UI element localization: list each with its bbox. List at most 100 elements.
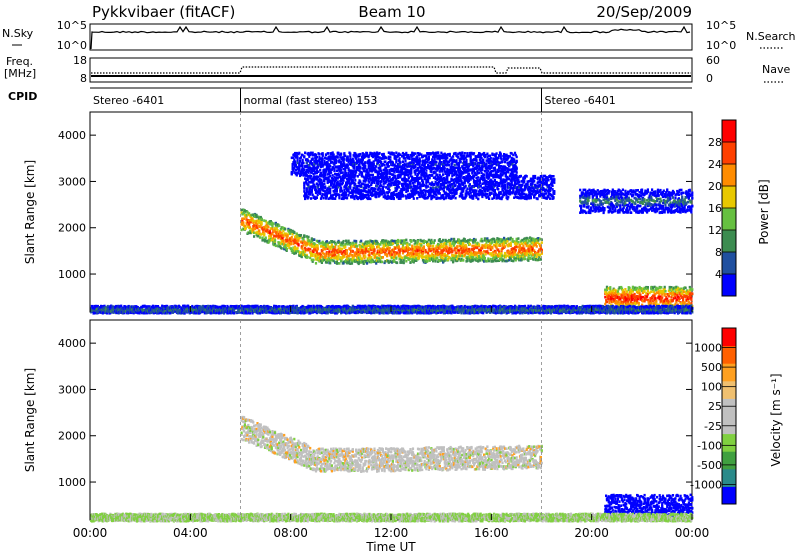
nave-tick-top: 60 — [706, 54, 720, 67]
data-cell — [475, 189, 478, 192]
data-cell — [331, 174, 334, 177]
data-cell — [474, 246, 477, 249]
data-cell — [421, 252, 425, 255]
data-cell — [319, 252, 322, 255]
data-cell — [380, 169, 383, 173]
data-cell — [416, 252, 419, 255]
data-cell — [290, 171, 293, 175]
data-cell — [340, 259, 343, 262]
data-cell — [360, 249, 364, 252]
data-cell — [262, 238, 265, 242]
data-cell — [268, 231, 272, 234]
data-cell — [336, 156, 339, 159]
data-cell — [416, 197, 419, 200]
data-cell — [251, 230, 254, 233]
data-cell — [278, 224, 281, 228]
data-cell — [245, 215, 248, 218]
data-cell — [547, 178, 550, 182]
data-cell — [298, 151, 301, 155]
data-cell — [367, 250, 370, 253]
data-cell — [411, 250, 415, 254]
data-cell — [455, 251, 458, 255]
data-cell — [325, 240, 328, 243]
data-cell — [432, 241, 435, 245]
data-cell — [343, 253, 346, 257]
data-cell — [303, 185, 306, 188]
data-cell — [461, 244, 464, 248]
data-cell — [312, 250, 315, 253]
data-cell — [454, 248, 457, 252]
data-cell — [249, 215, 252, 219]
data-cell — [421, 248, 425, 252]
data-cell — [268, 222, 272, 226]
data-cell — [437, 250, 440, 254]
data-cell — [339, 256, 342, 259]
data-cell — [444, 257, 447, 260]
data-cell — [498, 244, 502, 247]
data-cell — [331, 254, 334, 257]
data-cell — [365, 247, 368, 250]
data-cell — [519, 174, 522, 178]
data-cell — [435, 193, 438, 197]
data-cell — [388, 247, 391, 250]
data-cell — [477, 197, 480, 201]
data-cell — [311, 157, 314, 160]
data-cell — [398, 181, 401, 184]
data-cell — [378, 151, 381, 155]
data-cell — [514, 248, 517, 252]
data-cell — [245, 213, 248, 217]
data-cell — [427, 185, 430, 188]
data-cell — [375, 262, 378, 265]
data-cell — [427, 251, 430, 255]
data-cell — [309, 197, 313, 200]
data-cell — [301, 247, 304, 250]
data-cell — [259, 233, 262, 236]
data-cell — [401, 194, 405, 198]
data-cell — [385, 249, 388, 252]
data-cell — [531, 182, 534, 186]
data-cell — [451, 242, 454, 245]
data-cell — [240, 208, 243, 212]
data-cell — [484, 252, 487, 256]
data-cell — [341, 181, 344, 185]
data-cell — [336, 262, 339, 265]
data-cell — [386, 171, 389, 175]
data-cell — [256, 230, 259, 234]
data-cell — [452, 257, 455, 261]
data-cell — [447, 257, 450, 261]
data-cell — [368, 159, 371, 162]
data-cell — [440, 249, 443, 252]
data-cell — [466, 259, 469, 263]
data-cell — [300, 240, 303, 243]
data-cell — [412, 260, 415, 264]
data-cell — [433, 257, 436, 261]
data-cell — [328, 250, 331, 253]
data-cell — [493, 237, 496, 241]
data-cell — [405, 255, 408, 259]
data-cell — [296, 156, 299, 159]
data-cell — [289, 241, 292, 245]
data-cell — [303, 168, 306, 172]
data-cell — [483, 257, 486, 260]
data-cell — [418, 162, 421, 166]
data-cell — [365, 151, 369, 155]
data-cell — [410, 240, 413, 243]
data-cell — [461, 251, 464, 255]
data-cell — [431, 240, 434, 244]
data-cell — [475, 253, 478, 257]
data-cell — [488, 240, 491, 243]
data-cell — [422, 246, 425, 249]
data-cell — [396, 261, 399, 265]
data-cell — [249, 220, 252, 224]
data-cell — [477, 176, 480, 179]
data-cell — [329, 253, 332, 256]
data-cell — [453, 257, 456, 260]
data-cell — [412, 239, 415, 242]
cpid-segments: Stereo -6401 normal (fast stereo) 153 Ster… — [93, 88, 616, 112]
data-cell — [335, 243, 338, 246]
data-cell — [399, 261, 402, 264]
data-cell — [273, 227, 277, 230]
data-cell — [360, 257, 364, 261]
data-cell — [457, 255, 460, 258]
data-cell — [314, 248, 317, 252]
